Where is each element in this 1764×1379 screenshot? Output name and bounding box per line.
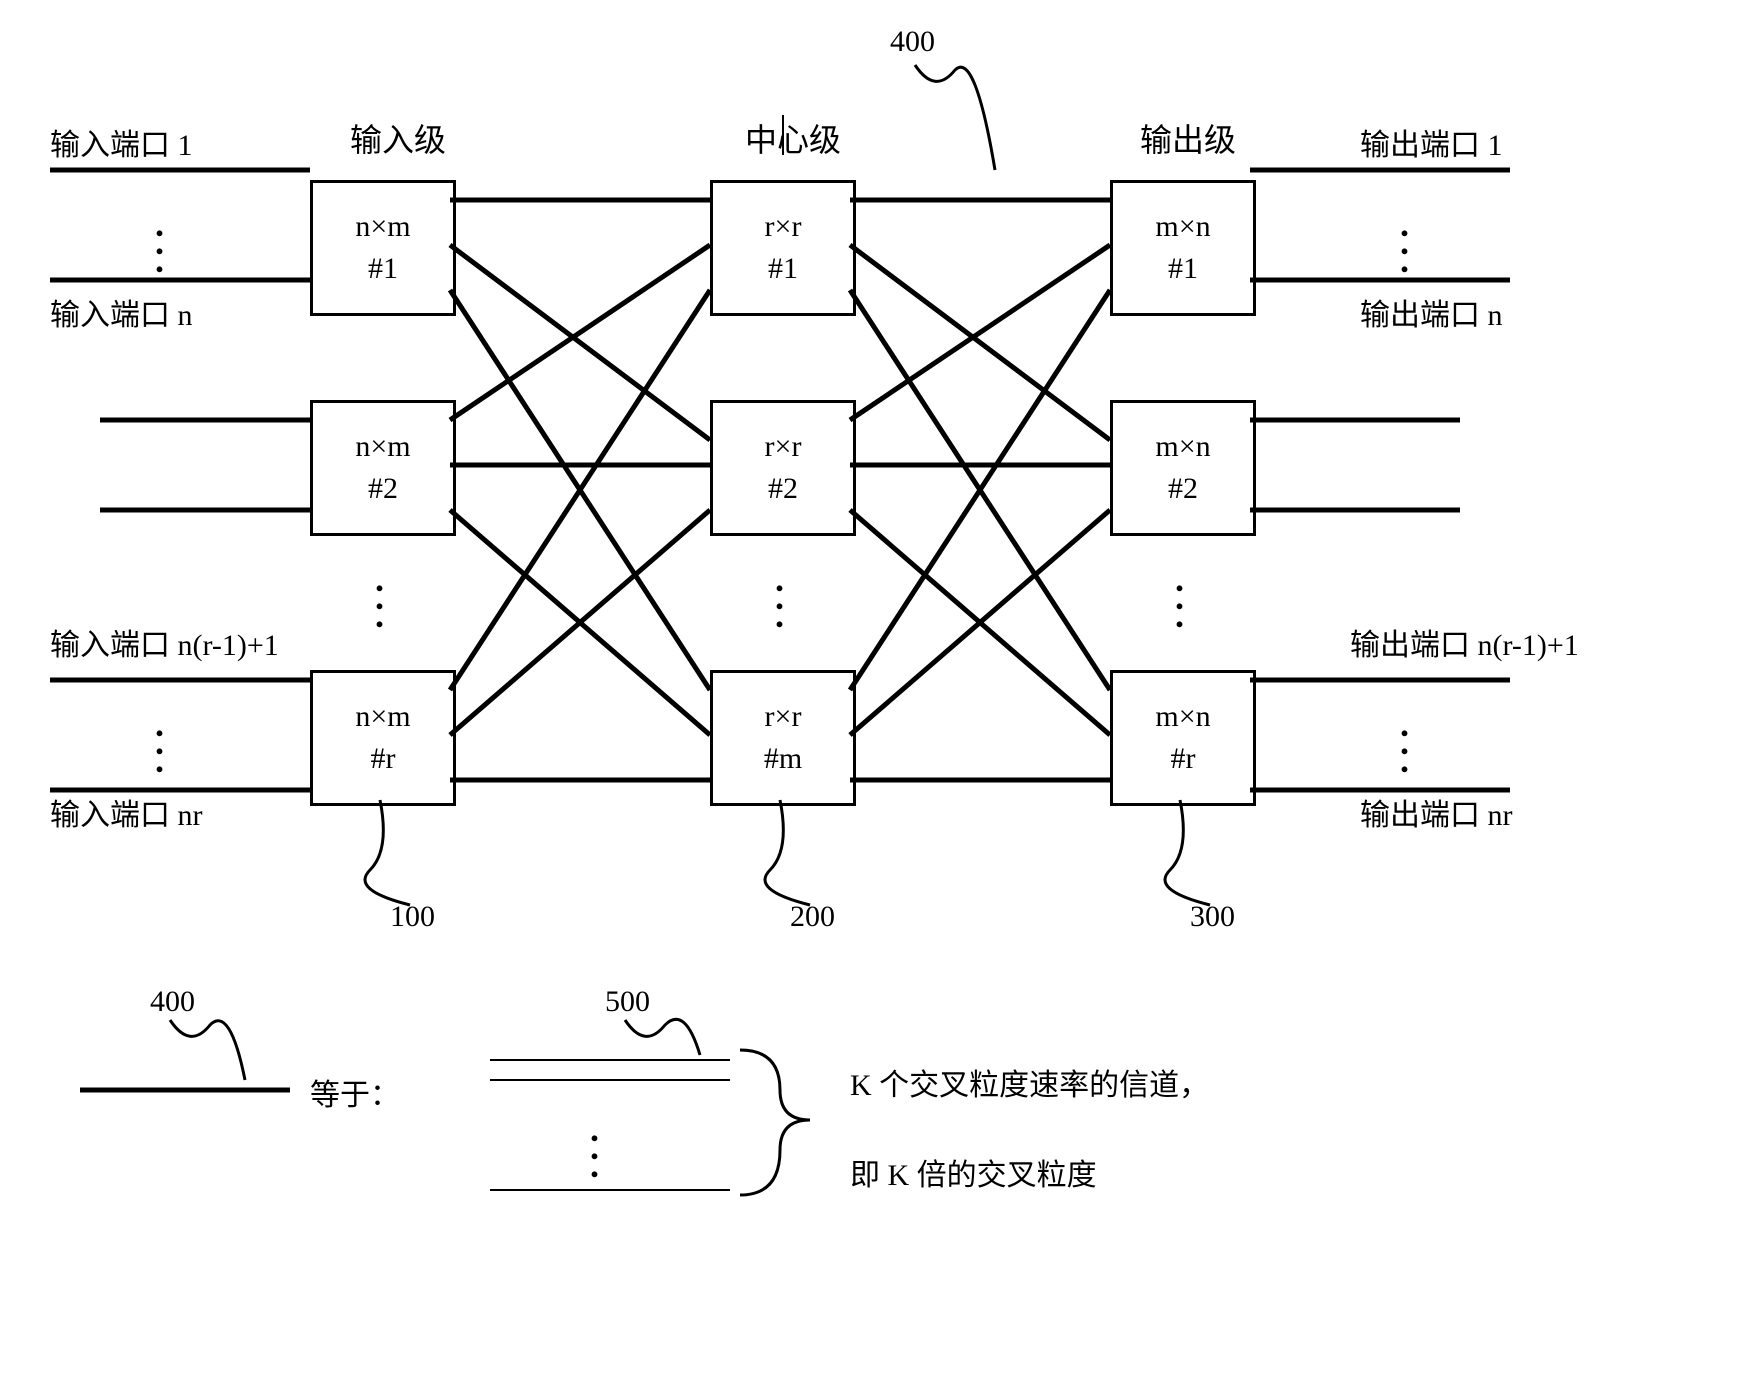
diagram-svg xyxy=(20,20,1764,1359)
clos-network-diagram: 400 输入级 中心级 输出级 输入端口 1 输入端口 n 输入端口 n(r-1… xyxy=(20,20,1764,1359)
